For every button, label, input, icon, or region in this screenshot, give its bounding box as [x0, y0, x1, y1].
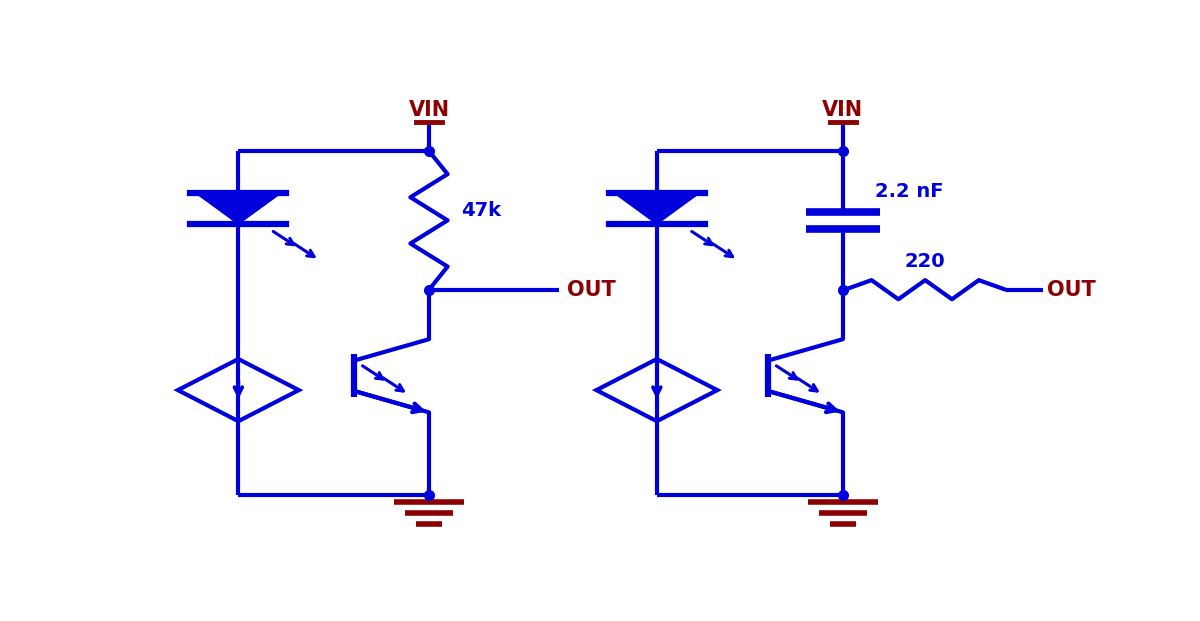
Polygon shape [616, 193, 698, 224]
Text: 220: 220 [905, 252, 946, 271]
Text: 47k: 47k [462, 201, 502, 220]
Polygon shape [197, 193, 281, 224]
Text: VIN: VIN [822, 100, 864, 120]
Text: 2.2 nF: 2.2 nF [876, 182, 944, 201]
Text: VIN: VIN [408, 100, 450, 120]
Text: OUT: OUT [1048, 279, 1096, 300]
Text: OUT: OUT [566, 279, 616, 300]
